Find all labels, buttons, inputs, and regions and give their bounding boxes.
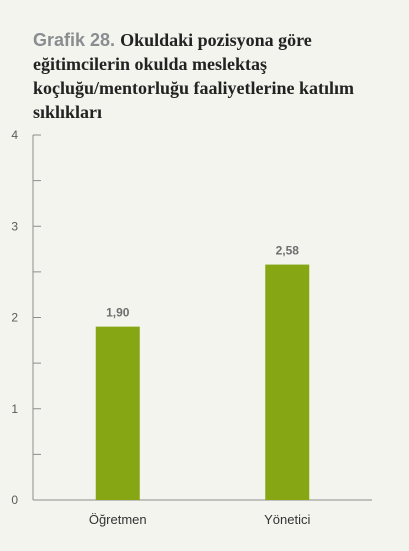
data-label: 2,58 xyxy=(276,244,300,258)
y-tick-label: 4 xyxy=(11,128,18,142)
figure-title: Okuldaki pozisyona göre eğitimcilerin ok… xyxy=(33,30,354,122)
y-tick-label: 1 xyxy=(11,402,18,416)
y-tick-label: 2 xyxy=(11,311,18,325)
y-tick-label: 0 xyxy=(11,493,18,507)
bar-1 xyxy=(95,326,140,500)
data-label: 1,90 xyxy=(106,306,130,320)
figure-label: Grafik 28. xyxy=(33,30,116,50)
x-category-label: Yönetici xyxy=(264,512,310,527)
chart-title: Grafik 28. Okuldaki pozisyona göre eğiti… xyxy=(33,28,403,124)
bar-2 xyxy=(265,264,310,500)
x-category-label: Öğretmen xyxy=(89,512,147,527)
y-tick-label: 3 xyxy=(11,219,18,233)
